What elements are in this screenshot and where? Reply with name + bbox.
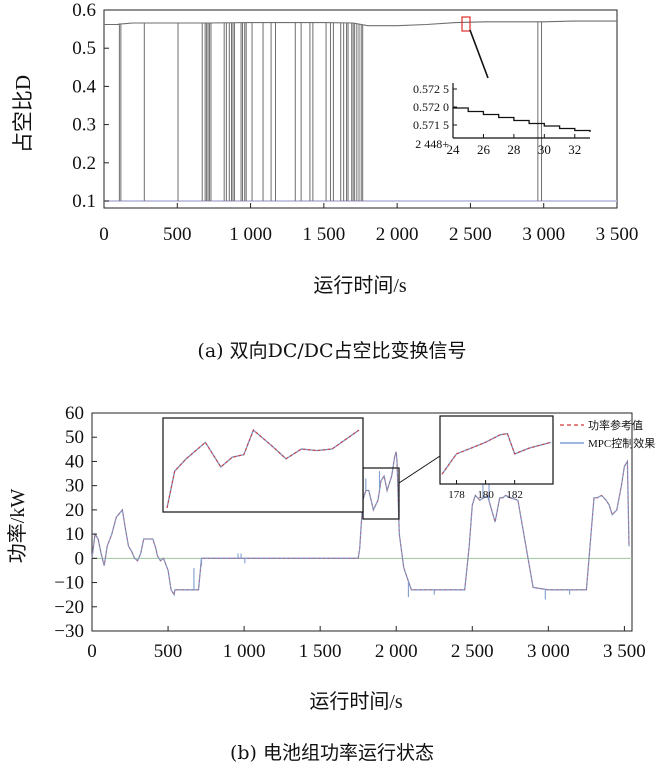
- inset-step-line: [453, 107, 591, 132]
- y-tick-label: 0.2: [72, 153, 96, 174]
- chart-a-plot-area: 0 500 1 000 1 500 2 000 2 500 3 000 3 500 0.10.…: [72, 0, 638, 245]
- chart-b-ylabel: 功率/kW: [6, 489, 29, 564]
- x-tick-label: 2 000: [375, 641, 418, 662]
- legend-label-control: MPC控制效果: [588, 436, 655, 450]
- chart-a-xlabel: 运行时间/s: [313, 274, 407, 297]
- chart-a-ylabel: 占空比D: [11, 75, 35, 153]
- inset-right-x-tick-label: 180: [477, 489, 494, 501]
- x-tick-label: 500: [154, 641, 183, 662]
- inset-y-tick-label: 0.572 0: [413, 100, 449, 114]
- x-tick-label: 3 500: [603, 641, 646, 662]
- y-tick-label: 50: [65, 427, 84, 448]
- x-tick-label: 1 500: [299, 641, 342, 662]
- chart-a-inset-pointer: [469, 29, 489, 79]
- inset-right-reference-line: [441, 433, 552, 475]
- y-tick-label: 0: [75, 548, 85, 569]
- chart-b-frame: [91, 412, 633, 632]
- chart-a-y-ticks: 0.1 0.2 0.3 0.4 0.5 0.6: [72, 0, 109, 212]
- x-tick-label: 2 000: [376, 224, 419, 245]
- chart-b-plot-area: 0 500 1 000 1 500 2 000 2 500 3 000 3 500 −30−2…: [54, 403, 655, 662]
- inset-y-tick-label: 0.572 5: [413, 82, 449, 96]
- x-tick-label: 1 500: [302, 224, 345, 245]
- duty-signal-line: [104, 20, 617, 27]
- x-tick-label: 0: [99, 224, 109, 245]
- chart-b-xlabel: 运行时间/s: [309, 690, 403, 713]
- chart-a-inset: 0.572 5 0.572 0 0.571 5 2 448+24 26 28 30 32: [413, 82, 591, 157]
- legend-label-reference: 功率参考值: [588, 418, 643, 432]
- chart-a: 0 500 1 000 1 500 2 000 2 500 3 000 3 500 0.10.…: [11, 0, 638, 297]
- series-power-reference-line: [91, 451, 630, 596]
- x-tick-label: 500: [163, 224, 192, 245]
- inset-x-tick-label: 26: [477, 142, 491, 157]
- y-tick-label: 40: [65, 451, 84, 472]
- x-tick-label: 1 000: [223, 641, 266, 662]
- inset-right-frame: [439, 415, 554, 485]
- chart-b: 0 500 1 000 1 500 2 000 2 500 3 000 3 500 −30−2…: [6, 403, 655, 713]
- inset-left-frame: [162, 417, 364, 513]
- y-tick-label: 60: [65, 403, 84, 424]
- chart-b-x-ticks: 0 500 1 000 1 500 2 000 2 500 3 000 3 500: [87, 626, 646, 662]
- x-tick-label: 2 500: [449, 224, 492, 245]
- y-tick-label: 30: [65, 476, 84, 497]
- chart-b-pointer-right: [398, 455, 441, 484]
- chart-b-caption: (b) 电池组功率运行状态: [229, 742, 435, 764]
- x-tick-label: 1 000: [229, 224, 272, 245]
- chart-a-highlight-box: [461, 16, 471, 32]
- y-tick-label: 0.4: [72, 76, 96, 97]
- y-tick-label: 20: [65, 500, 84, 521]
- y-tick-label: 0.6: [72, 0, 96, 21]
- chart-a-caption: (a) 双向DC/DC占空比变换信号: [197, 340, 467, 362]
- inset-x-tick-label: 30: [538, 142, 551, 157]
- chart-b-legend: 功率参考值 MPC控制效果: [560, 418, 655, 450]
- inset-x-tick-label: 24: [447, 142, 461, 157]
- y-tick-label: −30: [54, 621, 84, 642]
- chart-b-inset-right: 178 180 182: [439, 415, 554, 501]
- inset-y-tick-label: 0.571 5: [413, 118, 449, 132]
- y-tick-label: 0.3: [72, 115, 96, 136]
- y-tick-label: −10: [54, 573, 84, 594]
- chart-b-y-ticks: −30 −20 −10 0 10 20 30 40 50 60: [54, 403, 97, 642]
- chart-a-frame: [103, 9, 618, 209]
- inset-left-reference-line: [166, 429, 360, 509]
- y-tick-label: 0.5: [72, 38, 96, 59]
- y-tick-label: −20: [54, 597, 84, 618]
- inset-x-tick-label: 28: [507, 142, 520, 157]
- y-tick-label: 0.1: [72, 191, 96, 212]
- x-tick-label: 0: [87, 641, 97, 662]
- x-tick-label: 3 000: [527, 641, 570, 662]
- chart-b-zoom-box: [362, 467, 400, 520]
- inset-right-x-tick-label: 178: [448, 489, 465, 501]
- x-tick-label: 3 000: [522, 224, 565, 245]
- chart-b-inset-left: [162, 417, 364, 513]
- x-tick-label: 2 500: [451, 641, 494, 662]
- inset-y-tick-label: 2 448+: [415, 137, 449, 151]
- inset-right-x-tick-label: 182: [506, 489, 523, 501]
- y-tick-label: 10: [65, 524, 84, 545]
- chart-a-x-ticks: 0 500 1 000 1 500 2 000 2 500 3 000 3 500: [99, 203, 638, 245]
- inset-x-tick-label: 32: [568, 142, 581, 157]
- chart-a-series: [104, 20, 617, 202]
- x-tick-label: 3 500: [596, 224, 639, 245]
